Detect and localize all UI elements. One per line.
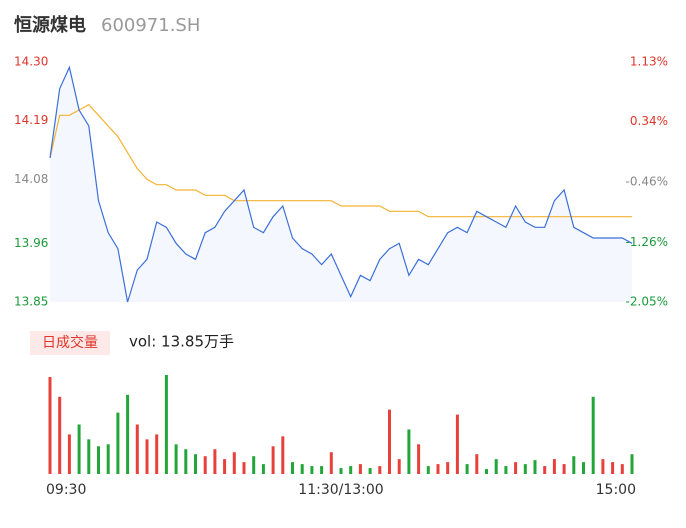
volume-bar xyxy=(533,460,537,474)
volume-bar xyxy=(494,459,498,474)
volume-bar xyxy=(116,412,120,474)
volume-bar xyxy=(601,459,605,474)
price-area xyxy=(50,67,632,302)
volume-bar xyxy=(48,376,52,474)
volume-bar xyxy=(281,436,285,474)
volume-bar xyxy=(349,466,353,474)
y-tick-label: 14.30 xyxy=(14,55,48,69)
x-tick-label: 15:00 xyxy=(596,482,636,498)
volume-bar xyxy=(397,459,401,474)
volume-bar xyxy=(77,424,81,474)
volume-bar xyxy=(164,375,168,474)
volume-bar xyxy=(300,464,304,474)
volume-bar xyxy=(562,464,566,474)
volume-bar xyxy=(358,464,362,474)
volume-bar xyxy=(465,464,469,474)
volume-bar xyxy=(252,456,256,474)
price-line xyxy=(49,65,633,303)
legend-label: 日成交量 xyxy=(42,334,98,351)
y2-tick-label: -0.46% xyxy=(626,175,668,189)
volume-bar xyxy=(552,459,556,474)
volume-bar xyxy=(261,464,265,474)
y-tick-label: 13.85 xyxy=(14,295,48,309)
volume-bar xyxy=(378,466,382,474)
volume-bar xyxy=(310,466,314,474)
volume-bar xyxy=(174,444,178,474)
y2-tick-label: 1.13% xyxy=(630,55,668,69)
volume-bar xyxy=(543,466,547,474)
y-tick-label: 14.19 xyxy=(14,113,48,127)
legend-box xyxy=(30,331,110,355)
volume-bar xyxy=(368,468,372,474)
volume-bar xyxy=(339,468,343,474)
volume-bar xyxy=(446,462,450,474)
average-line xyxy=(49,103,632,218)
x-tick-label: 09:30 xyxy=(46,482,86,498)
volume-bar xyxy=(523,464,527,474)
volume-bar xyxy=(475,454,479,474)
y-tick-label: 13.96 xyxy=(14,236,48,250)
volume-bar xyxy=(126,394,130,474)
y-tick-label: 14.08 xyxy=(14,172,48,186)
volume-bar xyxy=(630,454,634,474)
volume-bar xyxy=(514,462,518,474)
y2-tick-label: -2.05% xyxy=(626,295,668,309)
volume-bar xyxy=(426,466,430,474)
volume-bar xyxy=(417,444,421,474)
x-tick-label: 11:30/13:00 xyxy=(298,482,383,498)
volume-bar xyxy=(145,439,149,474)
stock-name: 恒源煤电 xyxy=(14,14,86,36)
volume-bar xyxy=(67,434,71,474)
volume-bar xyxy=(106,444,110,474)
volume-bar xyxy=(407,429,411,474)
volume-bar xyxy=(388,409,391,474)
volume-bar xyxy=(455,414,459,474)
volume-bar xyxy=(436,464,440,474)
volume-bar xyxy=(320,466,324,474)
volume-bar xyxy=(504,466,508,474)
volume-bar xyxy=(97,446,100,474)
volume-bar xyxy=(591,396,595,474)
volume-bar xyxy=(329,452,333,474)
volume-bar xyxy=(213,449,217,474)
volume-bar xyxy=(223,459,227,474)
stock-code: 600971.SH xyxy=(101,15,200,36)
volume-bar xyxy=(291,462,294,474)
volume-bar xyxy=(135,424,139,474)
volume-bar xyxy=(155,434,159,474)
volume-bar xyxy=(620,464,624,474)
volume-bar xyxy=(485,469,488,474)
vol-label: vol: 13.85万手 xyxy=(129,333,234,351)
volume-bar xyxy=(58,396,62,474)
volume-bar xyxy=(271,446,275,474)
volume-bar xyxy=(203,456,207,474)
y2-tick-label: 0.34% xyxy=(630,114,668,128)
volume-bar xyxy=(582,462,585,474)
volume-bar xyxy=(184,449,188,474)
volume-bar xyxy=(194,454,197,474)
volume-bar xyxy=(87,439,91,474)
volume-bar xyxy=(572,456,576,474)
volume-bar xyxy=(242,462,246,474)
volume-bar xyxy=(232,452,236,474)
y2-tick-label: -1.26% xyxy=(626,235,668,249)
volume-bar xyxy=(611,462,615,474)
